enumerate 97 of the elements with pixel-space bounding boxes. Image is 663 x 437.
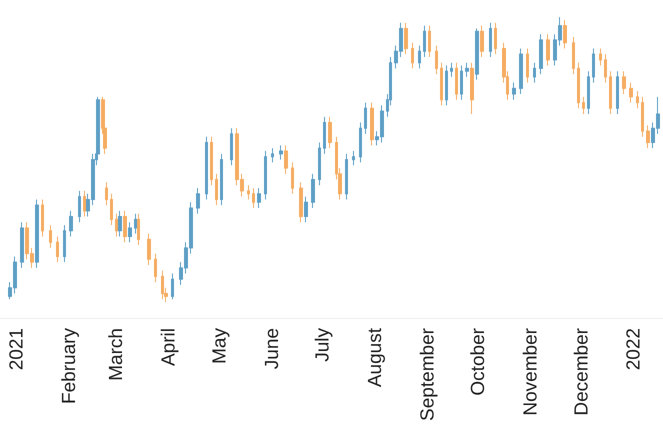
candlestick bbox=[539, 34, 543, 75]
candlestick bbox=[572, 36, 575, 75]
candlestick bbox=[582, 96, 585, 114]
candlestick bbox=[428, 25, 431, 58]
candlestick bbox=[646, 124, 650, 149]
candlestick bbox=[328, 116, 332, 149]
x-tick-label: July bbox=[312, 328, 334, 362]
candlestick bbox=[35, 198, 39, 268]
x-tick-label: February bbox=[58, 328, 80, 404]
candlestick bbox=[63, 224, 66, 263]
candlestick bbox=[147, 233, 151, 266]
candlestick bbox=[220, 153, 223, 206]
candlestick bbox=[423, 25, 426, 58]
x-tick-label: December bbox=[571, 327, 592, 416]
candlestick bbox=[622, 70, 626, 95]
candlestick bbox=[526, 48, 529, 84]
candlestick bbox=[318, 142, 321, 186]
candlestick bbox=[304, 196, 308, 223]
candlestick bbox=[636, 90, 639, 109]
candlestick bbox=[123, 210, 127, 243]
candlestick bbox=[364, 102, 367, 134]
candlestick bbox=[118, 210, 122, 238]
candlestick bbox=[171, 273, 174, 300]
candlestick bbox=[83, 190, 86, 218]
candlestick bbox=[299, 182, 303, 223]
candlestick bbox=[154, 253, 157, 283]
candlestick bbox=[370, 102, 374, 146]
candlestick bbox=[404, 22, 408, 55]
candlestick bbox=[215, 173, 218, 206]
candlestick bbox=[592, 48, 595, 84]
candlestick bbox=[546, 34, 550, 66]
candlestick bbox=[563, 19, 567, 49]
candlestick bbox=[264, 150, 267, 200]
candlestick bbox=[587, 70, 590, 114]
candlestick bbox=[470, 62, 474, 114]
candlestick bbox=[440, 62, 443, 106]
candlestick bbox=[41, 198, 44, 238]
candlestick bbox=[460, 65, 463, 100]
candlestick bbox=[519, 48, 523, 95]
x-tick-label: June bbox=[262, 328, 283, 370]
candlestick bbox=[418, 45, 421, 69]
candlestick bbox=[137, 213, 140, 246]
candlestick bbox=[609, 70, 612, 114]
x-tick-label: 2022 bbox=[624, 328, 645, 370]
candlestick bbox=[279, 144, 283, 160]
candlestick bbox=[230, 128, 233, 166]
x-tick-label: 2021 bbox=[6, 328, 28, 370]
x-tick-label: March bbox=[106, 328, 128, 381]
candlestick bbox=[435, 45, 438, 75]
candlestick bbox=[494, 22, 497, 55]
candlestick bbox=[161, 270, 164, 300]
candlestick bbox=[115, 213, 118, 238]
x-tick-label: October bbox=[468, 327, 490, 396]
x-tick-label: May bbox=[209, 328, 230, 364]
candlestick bbox=[475, 28, 479, 80]
candlestick bbox=[489, 22, 492, 58]
candlestick bbox=[271, 148, 274, 163]
candlestick bbox=[323, 116, 326, 154]
candlestick bbox=[311, 173, 315, 209]
candlestick bbox=[641, 96, 644, 138]
candlestick bbox=[128, 222, 132, 243]
candlestick bbox=[69, 210, 73, 238]
candlestick bbox=[210, 136, 213, 186]
candlestick bbox=[465, 62, 469, 78]
candlestick bbox=[445, 65, 448, 106]
candlestick bbox=[284, 144, 288, 174]
candlestick bbox=[345, 153, 348, 200]
candlestick bbox=[616, 70, 619, 114]
candlestick bbox=[533, 62, 536, 84]
candlestick bbox=[450, 62, 453, 78]
candlestick bbox=[134, 213, 137, 234]
candlestick bbox=[110, 193, 113, 226]
candlestick bbox=[359, 122, 362, 163]
candlestick bbox=[105, 182, 108, 206]
candlestick bbox=[205, 136, 208, 200]
candlestick bbox=[629, 82, 633, 104]
candlestick bbox=[252, 188, 255, 209]
candlestick bbox=[512, 82, 516, 100]
candlestick bbox=[49, 224, 52, 248]
candlestick bbox=[604, 54, 607, 84]
candlestick bbox=[455, 62, 458, 100]
candlestick bbox=[78, 190, 81, 223]
candlestick bbox=[247, 184, 250, 200]
candlestick bbox=[257, 188, 261, 209]
candlestick bbox=[411, 42, 414, 69]
x-tick-label: September bbox=[417, 327, 438, 421]
candlestick bbox=[56, 236, 59, 263]
x-tick-label: April bbox=[158, 328, 180, 366]
candlestick bbox=[196, 188, 200, 214]
candlestick bbox=[291, 162, 294, 194]
x-tick-label: August bbox=[364, 327, 386, 388]
candlestick bbox=[480, 25, 484, 58]
x-tick-label: November bbox=[520, 327, 542, 416]
candlestick bbox=[20, 222, 24, 268]
candlestick bbox=[599, 48, 602, 66]
candlestick bbox=[577, 62, 580, 109]
candlestick bbox=[352, 150, 355, 166]
